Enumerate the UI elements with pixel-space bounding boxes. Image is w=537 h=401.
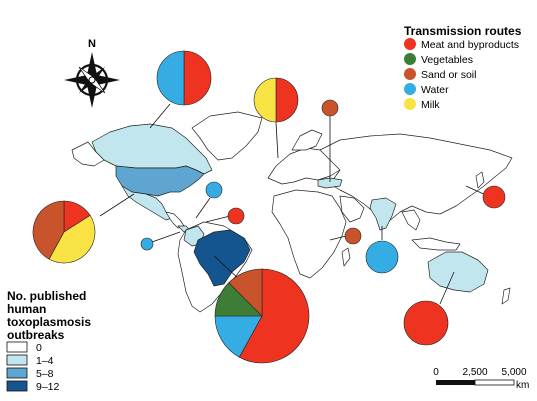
pie-slice	[482, 185, 506, 209]
route-swatch-icon	[404, 38, 416, 50]
leader-mexico	[195, 197, 211, 219]
outbreaks-swatch	[6, 341, 28, 353]
pie-turkey	[321, 99, 339, 117]
leader-usa	[99, 193, 135, 217]
route-swatch-icon	[404, 83, 416, 95]
land-new-zealand	[501, 287, 511, 305]
outbreaks-legend-title-line-3: toxoplasmosis	[7, 315, 91, 329]
scale-unit: km	[516, 380, 529, 391]
route-legend-label: Meat and byproducts	[421, 39, 519, 51]
pie-slice	[321, 99, 339, 117]
land-africa	[271, 189, 347, 279]
pie-slice	[275, 77, 299, 123]
world-map	[71, 111, 513, 313]
outbreaks-swatch	[6, 367, 28, 379]
leader-brazil	[213, 255, 241, 281]
pie-india	[365, 240, 399, 274]
outbreaks-legend-label: 5–8	[36, 368, 54, 380]
outbreaks-swatch	[6, 380, 28, 392]
land-indonesia	[411, 237, 461, 251]
pie-brazil	[214, 268, 310, 364]
pie-mexico	[205, 181, 223, 199]
routes-legend-title: Transmission routes	[404, 24, 522, 38]
land-central-america	[165, 211, 185, 229]
land-madagascar	[341, 247, 351, 267]
outbreaks-legend-title-line-4: outbreaks	[7, 328, 65, 342]
scale-bar-segment-1	[436, 380, 475, 385]
region-australia	[427, 251, 489, 293]
route-swatch-icon	[404, 68, 416, 80]
scale-tick-2500: 2,500	[462, 367, 487, 378]
pie-korea	[482, 185, 506, 209]
land-southeast-asia	[401, 209, 421, 231]
leader-caribbean	[205, 215, 231, 223]
pie-slice	[140, 237, 154, 251]
routes-legend: Transmission routes Meat and byproducts V…	[404, 24, 522, 111]
outbreaks-legend-title-line-2: human	[7, 302, 46, 316]
region-canada	[91, 123, 213, 175]
outbreaks-legend-title-line-1: No. published	[7, 289, 86, 303]
land-alaska	[71, 141, 105, 167]
leader-canada	[149, 103, 171, 129]
pie-slice	[403, 300, 449, 346]
route-legend-label: Sand or soil	[421, 69, 476, 81]
land-japan	[475, 171, 485, 189]
pie-slice	[238, 268, 310, 364]
compass-rose-icon: N	[64, 38, 120, 108]
pie-panama	[140, 237, 154, 251]
region-india	[369, 197, 397, 231]
outbreaks-legend-label: 9–12	[36, 381, 60, 393]
pie-slice	[48, 214, 96, 264]
pie-charts	[32, 50, 506, 364]
leader-lines	[99, 103, 489, 305]
pie-canada	[156, 50, 212, 106]
leader-africa	[329, 235, 347, 241]
route-legend-label: Vegetables	[421, 54, 473, 66]
pie-slice	[228, 268, 263, 317]
pie-slice	[214, 315, 263, 358]
pie-africa	[344, 227, 362, 245]
outbreaks-legend: No. published human toxoplasmosis outbre…	[6, 289, 91, 393]
land-scandinavia	[291, 129, 323, 151]
pie-europe	[253, 77, 299, 123]
pie-australia	[403, 300, 449, 346]
scale-tick-0: 0	[433, 367, 439, 378]
pie-caribbean	[227, 207, 245, 225]
route-legend-label: Milk	[421, 99, 440, 111]
outbreaks-legend-label: 1–4	[36, 355, 54, 367]
scale-bar-segment-2	[474, 379, 515, 386]
pie-slice	[365, 240, 399, 274]
region-brazil	[193, 229, 251, 287]
leader-europe	[275, 121, 279, 159]
land-asia	[319, 133, 513, 223]
outbreaks-swatch	[6, 354, 28, 366]
pie-usa	[32, 200, 96, 264]
route-swatch-icon	[404, 53, 416, 65]
route-legend-label: Water	[421, 84, 449, 96]
pie-slice	[205, 181, 223, 199]
pie-slice	[156, 50, 185, 106]
outbreaks-legend-label: 0	[36, 342, 42, 354]
pie-slice	[344, 227, 362, 245]
leader-panama	[151, 231, 181, 243]
land-greenland	[191, 111, 263, 161]
scale-tick-5000: 5,000	[501, 367, 526, 378]
pie-slice	[227, 207, 245, 225]
scale-bar: 0 2,500 5,000 km	[433, 367, 529, 391]
compass-north-label: N	[88, 38, 96, 50]
pie-slice	[32, 200, 65, 260]
route-swatch-icon	[404, 98, 416, 110]
pie-slice	[183, 50, 212, 106]
pie-slice	[253, 77, 277, 123]
leader-australia	[439, 271, 455, 305]
